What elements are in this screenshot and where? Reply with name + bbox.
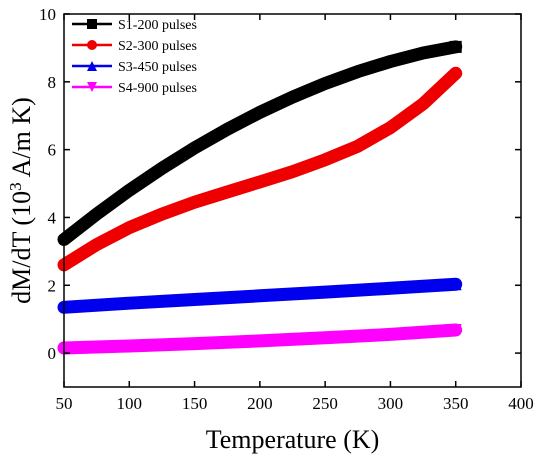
series-line bbox=[57, 323, 463, 355]
y-axis-title-prefix: dM/dT (10 bbox=[7, 191, 36, 304]
data-point bbox=[324, 336, 327, 339]
x-tick-label: 200 bbox=[247, 394, 273, 413]
data-point bbox=[324, 82, 327, 85]
data-point bbox=[193, 298, 196, 301]
x-tick-label: 250 bbox=[312, 394, 338, 413]
y-tick-label: 8 bbox=[48, 73, 57, 92]
legend-label: S4-900 pulses bbox=[118, 81, 197, 96]
series-line bbox=[57, 40, 463, 246]
data-point bbox=[389, 333, 392, 336]
data-point bbox=[324, 291, 327, 294]
legend: S1-200 pulses S2-300 pulses S3-450 pulses S… bbox=[72, 18, 197, 96]
legend-item: S3-450 pulses bbox=[72, 60, 197, 75]
data-point bbox=[128, 345, 131, 347]
x-axis-title: Temperature (K) bbox=[206, 425, 380, 454]
data-point bbox=[128, 302, 131, 305]
data-point bbox=[258, 294, 261, 297]
data-point bbox=[422, 52, 425, 54]
data-point bbox=[160, 213, 163, 216]
legend-marker bbox=[87, 19, 97, 29]
series-layer bbox=[57, 40, 463, 355]
end-marker bbox=[449, 324, 462, 337]
y-axis-title-suffix: A/m K) bbox=[7, 97, 36, 182]
legend-item: S2-300 pulses bbox=[72, 39, 197, 54]
data-point bbox=[226, 191, 229, 193]
legend-item: S4-900 pulses bbox=[72, 81, 197, 96]
end-marker bbox=[449, 278, 462, 291]
data-point bbox=[128, 189, 131, 192]
data-point bbox=[258, 180, 261, 183]
x-tick-label: 300 bbox=[378, 394, 404, 413]
data-point bbox=[160, 167, 163, 170]
data-point bbox=[193, 201, 196, 204]
series-line bbox=[57, 66, 463, 272]
legend-label: S1-200 pulses bbox=[118, 18, 197, 33]
y-tick-label: 6 bbox=[48, 141, 57, 160]
x-tick-label: 350 bbox=[443, 394, 469, 413]
data-point bbox=[95, 213, 98, 216]
y-tick-label: 4 bbox=[48, 208, 57, 227]
series-3 bbox=[57, 277, 463, 314]
data-point bbox=[193, 146, 196, 149]
data-point bbox=[356, 70, 359, 73]
data-point bbox=[291, 96, 294, 99]
series-2 bbox=[57, 66, 463, 272]
data-point bbox=[128, 226, 131, 229]
data-point bbox=[193, 342, 196, 345]
data-point bbox=[258, 339, 261, 342]
y-tick-label: 0 bbox=[48, 344, 57, 363]
data-point bbox=[95, 243, 98, 246]
x-tick-label: 50 bbox=[56, 394, 73, 413]
data-point bbox=[324, 158, 327, 161]
x-tick-label: 100 bbox=[117, 394, 143, 413]
y-tick-label: 2 bbox=[48, 276, 57, 295]
legend-label: S2-300 pulses bbox=[118, 39, 197, 54]
data-point bbox=[389, 287, 392, 290]
legend-marker bbox=[87, 61, 97, 71]
legend-marker bbox=[87, 82, 97, 92]
y-axis-title: dM/dT (103 A/m K) bbox=[6, 97, 36, 304]
data-point bbox=[226, 128, 229, 131]
data-point bbox=[422, 102, 425, 105]
data-point bbox=[389, 60, 392, 63]
series-1 bbox=[57, 40, 463, 246]
legend-item: S1-200 pulses bbox=[72, 18, 197, 33]
x-tick-label: 150 bbox=[182, 394, 208, 413]
y-axis-title-superscript: 3 bbox=[6, 182, 25, 191]
legend-marker bbox=[87, 40, 97, 50]
data-point bbox=[356, 145, 359, 148]
x-tick-label: 400 bbox=[508, 394, 534, 413]
end-marker bbox=[449, 40, 462, 53]
data-point bbox=[291, 170, 294, 173]
series-4 bbox=[57, 323, 463, 355]
axis-layer: 50 100 150 200 250 300 350 400 0 2 4 6 8 10 bbox=[39, 5, 534, 413]
data-point bbox=[389, 126, 392, 129]
end-marker bbox=[449, 67, 462, 80]
y-tick-label: 10 bbox=[39, 5, 56, 24]
plot-frame bbox=[63, 13, 522, 388]
legend-label: S3-450 pulses bbox=[118, 60, 197, 75]
data-point bbox=[258, 111, 261, 114]
